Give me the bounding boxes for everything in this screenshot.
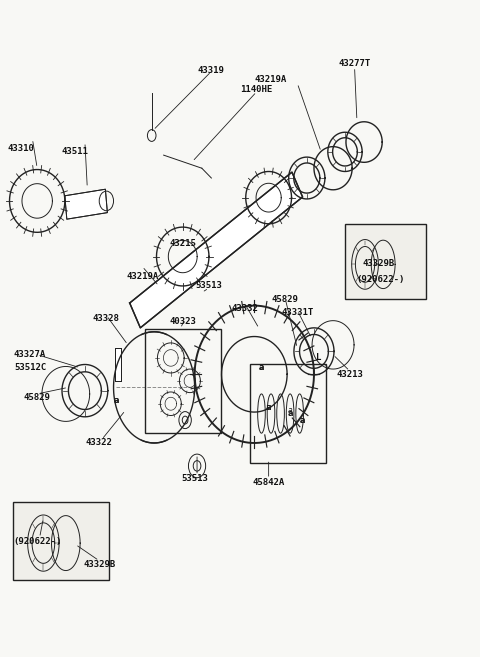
Text: 45842A: 45842A [252,478,285,487]
Text: 53513: 53513 [181,474,208,484]
Text: a: a [288,409,293,418]
Text: a: a [259,363,264,373]
Text: 43215: 43215 [169,239,196,248]
Text: 43322: 43322 [86,438,113,447]
Text: 43331T: 43331T [281,307,313,317]
Text: 43511: 43511 [62,147,89,156]
Text: a: a [114,396,118,405]
Text: 43310: 43310 [7,144,34,153]
Text: 43327A: 43327A [14,350,46,359]
Text: (920622-): (920622-) [357,275,405,284]
Text: a: a [113,396,119,405]
Text: 43328: 43328 [93,314,120,323]
Text: 43277T: 43277T [338,59,371,68]
Text: (920622-): (920622-) [13,537,61,545]
Text: 43329B: 43329B [362,259,395,267]
Text: a: a [259,363,264,373]
Text: 43219A: 43219A [255,76,287,84]
Text: a: a [300,416,304,424]
Text: L: L [316,353,322,363]
Text: a: a [288,406,292,415]
Text: a: a [300,416,305,424]
Text: 43329B: 43329B [83,560,115,568]
Text: 45829: 45829 [24,393,50,401]
Polygon shape [116,348,121,381]
Polygon shape [130,172,302,328]
Text: 43332: 43332 [231,304,258,313]
Text: 53513: 53513 [195,281,222,290]
Polygon shape [65,189,108,219]
Text: 43213: 43213 [336,370,363,379]
Text: a: a [266,403,271,411]
Bar [13,502,109,580]
Bar [250,365,326,463]
Text: 53512C: 53512C [14,363,46,373]
Text: 1140HE: 1140HE [240,85,273,94]
Text: 43319: 43319 [198,66,225,75]
Text: 45829: 45829 [272,294,299,304]
Text: 43219A: 43219A [126,271,158,281]
Bar [345,224,426,299]
Text: a: a [266,403,271,411]
Bar [144,328,221,433]
Text: 40323: 40323 [169,317,196,327]
